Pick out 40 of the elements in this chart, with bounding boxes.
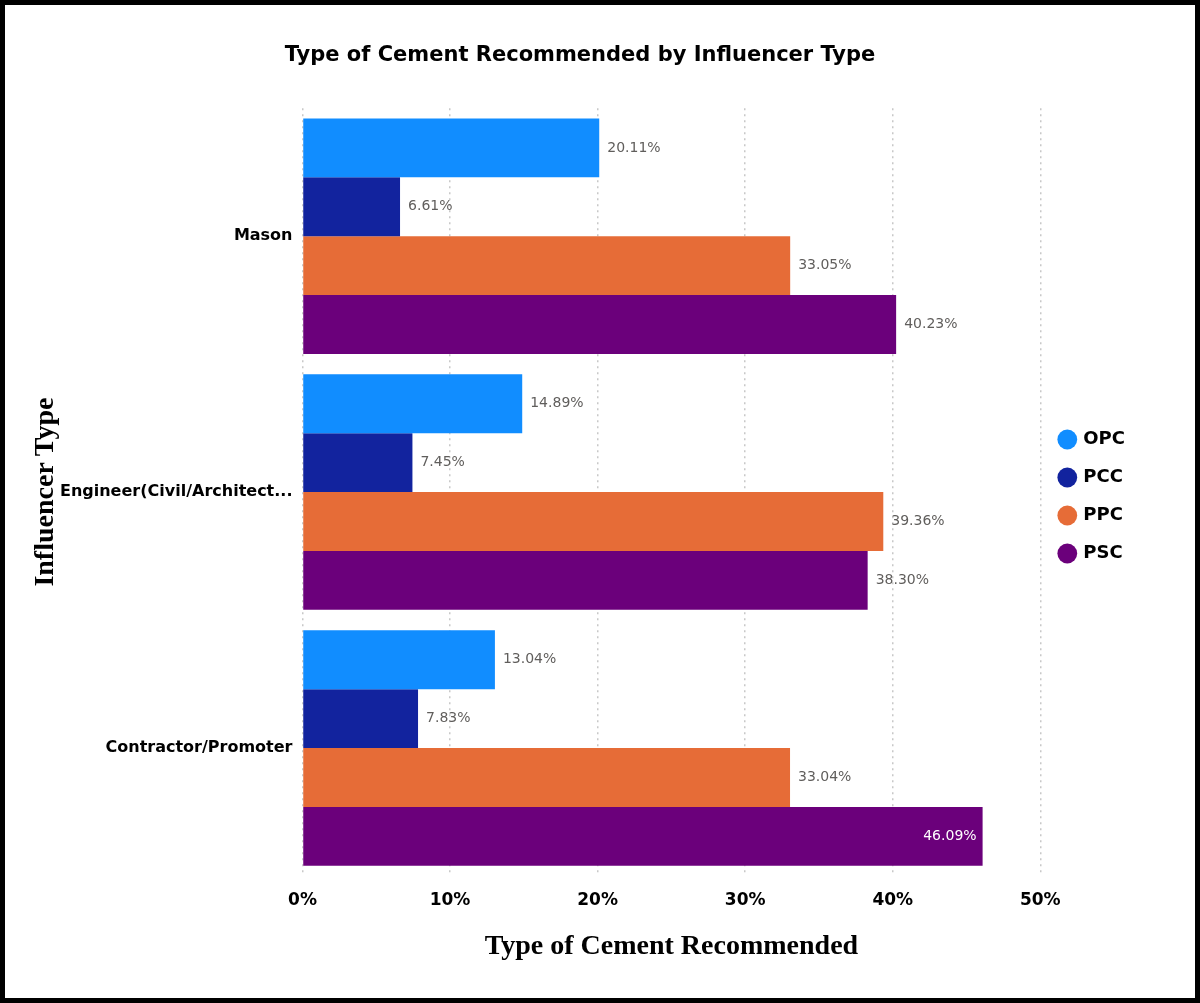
x-tick-label: 40% <box>872 888 914 909</box>
legend-label: PSC <box>1083 541 1123 563</box>
bar <box>303 433 413 493</box>
bar <box>303 295 897 354</box>
y-axis-title: Influencer Type <box>28 397 60 587</box>
y-tick-label: Contractor/Promoter <box>105 737 293 757</box>
legend-label: PPC <box>1083 503 1123 525</box>
data-label: 6.61% <box>408 197 453 214</box>
x-tick-label: 0% <box>288 888 317 909</box>
data-label: 33.05% <box>798 256 852 273</box>
x-tick-label: 50% <box>1019 888 1061 909</box>
x-tick-label: 20% <box>577 888 618 909</box>
data-label: 13.04% <box>502 650 557 667</box>
bar <box>303 748 791 807</box>
y-tick-label: Mason <box>233 225 293 245</box>
data-label: 7.45% <box>420 453 465 470</box>
x-axis-title: Type of Cement Recommended <box>484 929 859 961</box>
y-tick-label: Engineer(Civil/Architect... <box>59 481 293 501</box>
data-label: 39.36% <box>891 512 945 529</box>
bar <box>303 806 983 866</box>
bar <box>303 550 868 610</box>
legend-label: OPC <box>1083 427 1126 449</box>
data-label: 46.09% <box>923 826 977 843</box>
bar <box>303 689 419 749</box>
data-label: 40.23% <box>904 315 958 332</box>
data-label: 33.04% <box>798 768 852 785</box>
bar <box>303 630 495 690</box>
data-label: 14.89% <box>530 394 584 411</box>
chart-title: Type of Cement Recommended by Influencer Type <box>284 42 876 67</box>
bar <box>303 492 884 551</box>
x-tick-label: 10% <box>429 888 471 909</box>
bar <box>303 236 791 296</box>
bar <box>303 118 600 178</box>
x-tick-label: 30% <box>724 888 766 909</box>
bar <box>303 177 401 237</box>
data-label: 38.30% <box>875 571 930 588</box>
legend-label: PCC <box>1083 465 1123 487</box>
bar <box>303 374 523 434</box>
data-label: 20.11% <box>607 138 661 155</box>
data-label: 7.83% <box>426 709 471 726</box>
